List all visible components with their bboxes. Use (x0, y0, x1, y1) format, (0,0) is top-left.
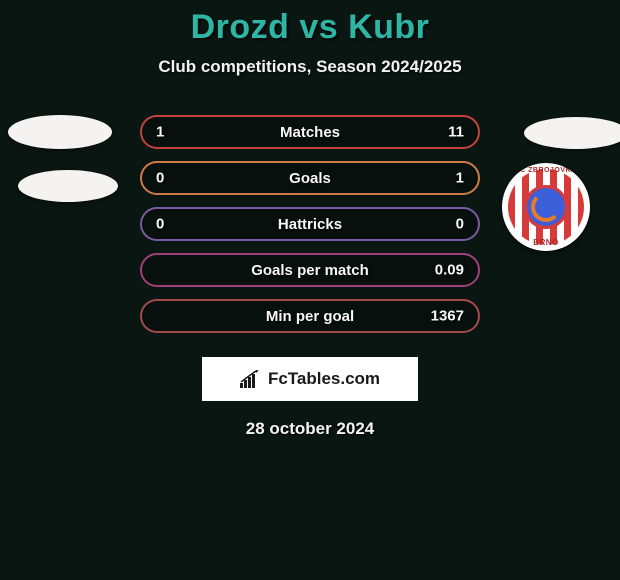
player-left-avatar-placeholder-1 (8, 115, 112, 149)
stat-label: Goals (289, 170, 331, 187)
fctables-logo-icon (240, 370, 262, 388)
player-left-avatar-placeholder-2 (18, 170, 118, 202)
stat-row: Min per goal 1367 (140, 299, 480, 333)
stat-rows: 1 Matches 11 0 Goals 1 0 Hattricks 0 Goals per ma… (140, 115, 480, 333)
stat-label: Matches (280, 124, 340, 141)
watermark: FcTables.com (202, 357, 418, 401)
badge-text-top: FC ZBROJOVKA (502, 167, 590, 174)
stat-value-right: 1 (456, 170, 464, 187)
stat-row: 1 Matches 11 (140, 115, 480, 149)
watermark-text: FcTables.com (268, 369, 380, 389)
stat-value-left: 0 (156, 170, 164, 187)
stat-value-left: 0 (156, 216, 164, 233)
player-right-avatar-placeholder (524, 117, 620, 149)
stat-value-left: 1 (156, 124, 164, 141)
stat-value-right: 1367 (431, 308, 464, 325)
stat-value-right: 0.09 (435, 262, 464, 279)
badge-text-bottom: BRNO (502, 238, 590, 247)
stats-area: FC ZBROJOVKA BRNO 1 Matches 11 0 Goals 1 0 Hatt… (0, 115, 620, 333)
stat-label: Goals per match (251, 262, 369, 279)
stat-row: Goals per match 0.09 (140, 253, 480, 287)
snapshot-date: 28 october 2024 (0, 419, 620, 439)
stat-value-right: 0 (456, 216, 464, 233)
badge-center (524, 185, 568, 229)
page-title: Drozd vs Kubr (0, 8, 620, 47)
stat-value-right: 11 (448, 124, 464, 141)
stat-row: 0 Hattricks 0 (140, 207, 480, 241)
stat-label: Hattricks (278, 216, 342, 233)
badge-swirl-icon (531, 192, 561, 222)
stat-label: Min per goal (266, 308, 354, 325)
stat-row: 0 Goals 1 (140, 161, 480, 195)
comparison-card: Drozd vs Kubr Club competitions, Season … (0, 0, 620, 439)
subtitle: Club competitions, Season 2024/2025 (0, 57, 620, 77)
club-badge-zbrojovka: FC ZBROJOVKA BRNO (502, 163, 590, 251)
